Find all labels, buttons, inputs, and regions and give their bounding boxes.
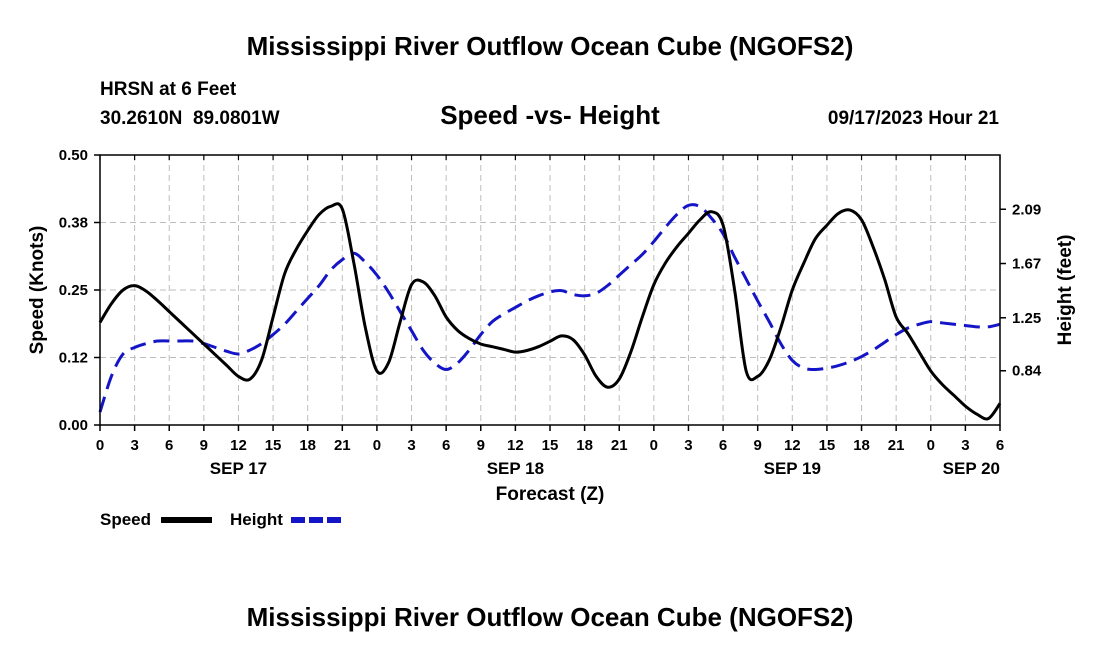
x-tick-label: 12	[230, 437, 247, 454]
x-tick-label: 15	[265, 437, 282, 454]
x-tick-label: 12	[507, 437, 524, 454]
x-tick-label: 0	[96, 437, 104, 454]
legend: Speed Height	[100, 510, 342, 529]
day-labels: SEP 17 SEP 18 SEP 19 SEP 20	[210, 459, 1000, 478]
coordinates-label: 30.2610N 89.0801W	[100, 108, 280, 129]
x-tick-label: 3	[407, 437, 415, 454]
legend-label-speed: Speed	[100, 510, 151, 529]
series-line-height	[98, 203, 1001, 413]
station-label: HRSN at 6 Feet	[100, 79, 237, 100]
x-tick-label: 6	[442, 437, 450, 454]
x-tick-label: 6	[719, 437, 727, 454]
x-tick-label: 9	[754, 437, 762, 454]
y-tick-label-left: 0.25	[59, 282, 88, 299]
x-tick-label: 0	[650, 437, 658, 454]
chart-title: Mississippi River Outflow Ocean Cube (NG…	[247, 31, 854, 61]
right-y-tick-labels: 0.84 1.25 1.67 2.09	[1012, 201, 1042, 379]
axis-ticks	[94, 154, 1006, 431]
y-tick-label-left: 0.50	[59, 147, 88, 164]
series-line-speed	[98, 202, 1002, 421]
x-tick-label: 21	[334, 437, 351, 454]
x-tick-label: 3	[961, 437, 969, 454]
y-tick-label-left: 0.12	[59, 350, 88, 367]
x-tick-label: 3	[130, 437, 138, 454]
x-tick-label: 21	[888, 437, 905, 454]
x-tick-labels: 0 3 6 9 12 15 18 21 0 3 6 9 12 15 18 21 0 3 6 9 12 15 18 21 0 3 6	[96, 437, 1004, 454]
y-tick-label-right: 0.84	[1012, 363, 1042, 380]
left-y-tick-labels: 0.00 0.12 0.25 0.38 0.50	[59, 147, 88, 434]
x-tick-label: 21	[611, 437, 628, 454]
x-tick-label: 18	[299, 437, 316, 454]
x-tick-label: 12	[784, 437, 801, 454]
day-label: SEP 20	[943, 459, 1000, 478]
legend-label-height: Height	[230, 510, 283, 529]
y-axis-label-left: Speed (Knots)	[27, 226, 48, 355]
x-tick-label: 6	[996, 437, 1004, 454]
x-tick-label: 15	[542, 437, 559, 454]
chart-subtitle: Speed -vs- Height	[440, 100, 660, 130]
y-tick-label-right: 1.67	[1012, 256, 1041, 273]
footer-title: Mississippi River Outflow Ocean Cube (NG…	[247, 602, 854, 632]
y-tick-label-left: 0.00	[59, 417, 88, 434]
x-axis-label: Forecast (Z)	[496, 484, 605, 505]
x-tick-label: 0	[373, 437, 381, 454]
x-tick-label: 0	[927, 437, 935, 454]
x-tick-label: 18	[853, 437, 870, 454]
x-tick-label: 3	[684, 437, 692, 454]
x-tick-label: 15	[819, 437, 836, 454]
datetime-label: 09/17/2023 Hour 21	[828, 108, 1000, 129]
x-tick-label: 9	[200, 437, 208, 454]
day-label: SEP 19	[764, 459, 821, 478]
plot-series	[98, 202, 1002, 421]
y-tick-label-right: 2.09	[1012, 201, 1041, 218]
grid-lines	[99, 155, 1001, 425]
day-label: SEP 17	[210, 459, 267, 478]
x-tick-label: 18	[576, 437, 593, 454]
y-tick-label-left: 0.38	[59, 215, 88, 232]
x-tick-label: 9	[477, 437, 485, 454]
x-tick-label: 6	[165, 437, 173, 454]
y-axis-label-right: Height (feet)	[1055, 235, 1076, 346]
day-label: SEP 18	[487, 459, 544, 478]
y-tick-label-right: 1.25	[1012, 310, 1041, 327]
